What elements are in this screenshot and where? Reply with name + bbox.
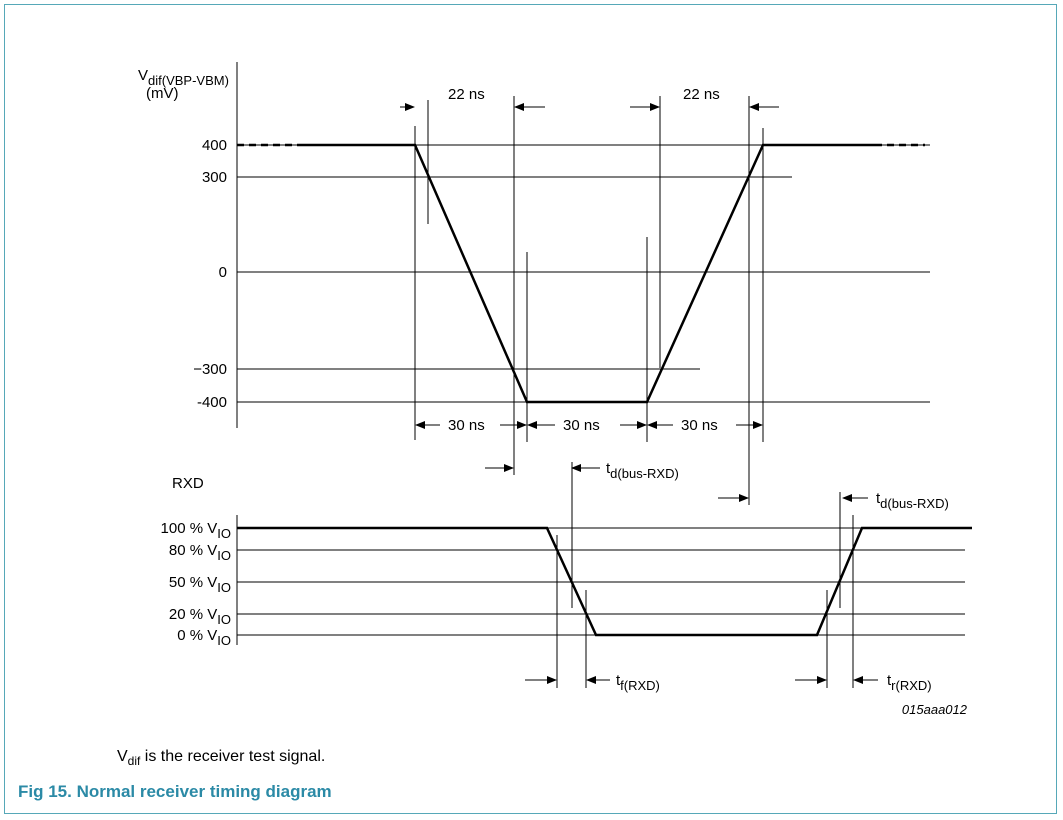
- differential-signal-waveform: [302, 143, 875, 404]
- tick-minus300: −300: [193, 361, 227, 378]
- label-30ns-3: 30 ns: [681, 417, 718, 434]
- tick-400: 400: [202, 137, 227, 154]
- rxd-label: RXD: [172, 475, 204, 492]
- rxd-waveform: [237, 526, 972, 637]
- label-22ns-right: 22 ns: [683, 86, 720, 103]
- figure-caption: Fig 15. Normal receiver timing diagram: [18, 782, 332, 801]
- note-text: is the receiver test signal.: [140, 748, 326, 765]
- label-22ns-left: 22 ns: [448, 86, 485, 103]
- label-tf: tf(RXD): [616, 672, 660, 693]
- tick-20pct: 20 % VIO: [169, 606, 231, 627]
- tick-80pct: 80 % VIO: [169, 542, 231, 563]
- note-symbol-subscript: dif: [127, 754, 141, 769]
- tick-300: 300: [202, 169, 227, 186]
- tick-minus400: -400: [197, 394, 227, 411]
- label-tr: tr(RXD): [887, 672, 932, 693]
- label-td-left: td(bus-RXD): [606, 460, 679, 481]
- upper-axis-label: Vdif(VBP-VBM): [138, 67, 229, 88]
- label-30ns-2: 30 ns: [563, 417, 600, 434]
- label-30ns-1: 30 ns: [448, 417, 485, 434]
- label-td-right: td(bus-RXD): [876, 490, 949, 511]
- tick-50pct: 50 % VIO: [169, 574, 231, 595]
- upper-axis-unit: (mV): [146, 85, 179, 102]
- tick-0pct: 0 % VIO: [177, 627, 231, 648]
- tick-0: 0: [219, 264, 227, 281]
- figure-note: Vdif is the receiver test signal.: [117, 748, 325, 768]
- tick-100pct: 100 % VIO: [161, 520, 231, 541]
- figure-id: 015aaa012: [902, 702, 968, 717]
- note-symbol: V: [117, 748, 128, 765]
- figure-frame: [4, 4, 1057, 814]
